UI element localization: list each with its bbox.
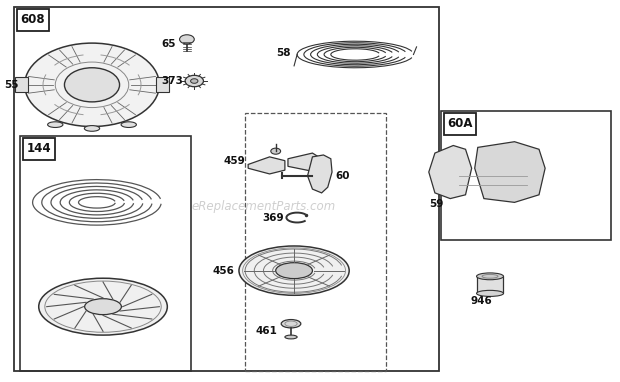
Bar	[156, 77, 169, 92]
Circle shape	[25, 43, 159, 126]
Text: 58: 58	[277, 48, 291, 58]
Text: 608: 608	[20, 13, 45, 26]
Bar	[16, 77, 28, 92]
Text: 369: 369	[262, 212, 284, 223]
Ellipse shape	[281, 320, 301, 328]
Ellipse shape	[477, 290, 503, 296]
Polygon shape	[475, 142, 545, 202]
Ellipse shape	[276, 263, 312, 278]
Text: 456: 456	[212, 265, 234, 276]
Ellipse shape	[38, 278, 167, 335]
Ellipse shape	[121, 122, 136, 128]
Polygon shape	[308, 155, 332, 193]
Circle shape	[185, 75, 203, 87]
Text: 59: 59	[429, 199, 443, 209]
Text: eReplacementParts.com: eReplacementParts.com	[192, 200, 335, 213]
Polygon shape	[288, 153, 322, 171]
Ellipse shape	[85, 299, 122, 315]
Text: 459: 459	[223, 155, 245, 166]
Circle shape	[180, 35, 194, 44]
Bar	[477, 276, 503, 293]
Bar	[17, 8, 48, 31]
Bar	[14, 7, 439, 371]
Bar	[441, 112, 611, 240]
Text: 461: 461	[255, 326, 278, 336]
Text: 60A: 60A	[447, 117, 473, 130]
Text: 65: 65	[161, 39, 176, 49]
Polygon shape	[429, 146, 472, 199]
Ellipse shape	[477, 273, 503, 280]
Ellipse shape	[48, 122, 63, 128]
Circle shape	[190, 79, 198, 83]
Text: 946: 946	[471, 296, 492, 306]
Polygon shape	[248, 157, 285, 174]
Bar	[245, 113, 386, 371]
Ellipse shape	[239, 246, 349, 295]
Bar	[23, 138, 55, 160]
Ellipse shape	[285, 335, 297, 339]
Text: 60: 60	[335, 171, 350, 181]
Circle shape	[64, 68, 120, 102]
Bar	[20, 136, 191, 371]
Text: 55: 55	[4, 80, 19, 90]
Bar	[444, 113, 476, 135]
Text: 144: 144	[27, 142, 51, 155]
Circle shape	[271, 148, 281, 154]
Text: 373: 373	[161, 76, 184, 86]
Ellipse shape	[84, 126, 100, 131]
